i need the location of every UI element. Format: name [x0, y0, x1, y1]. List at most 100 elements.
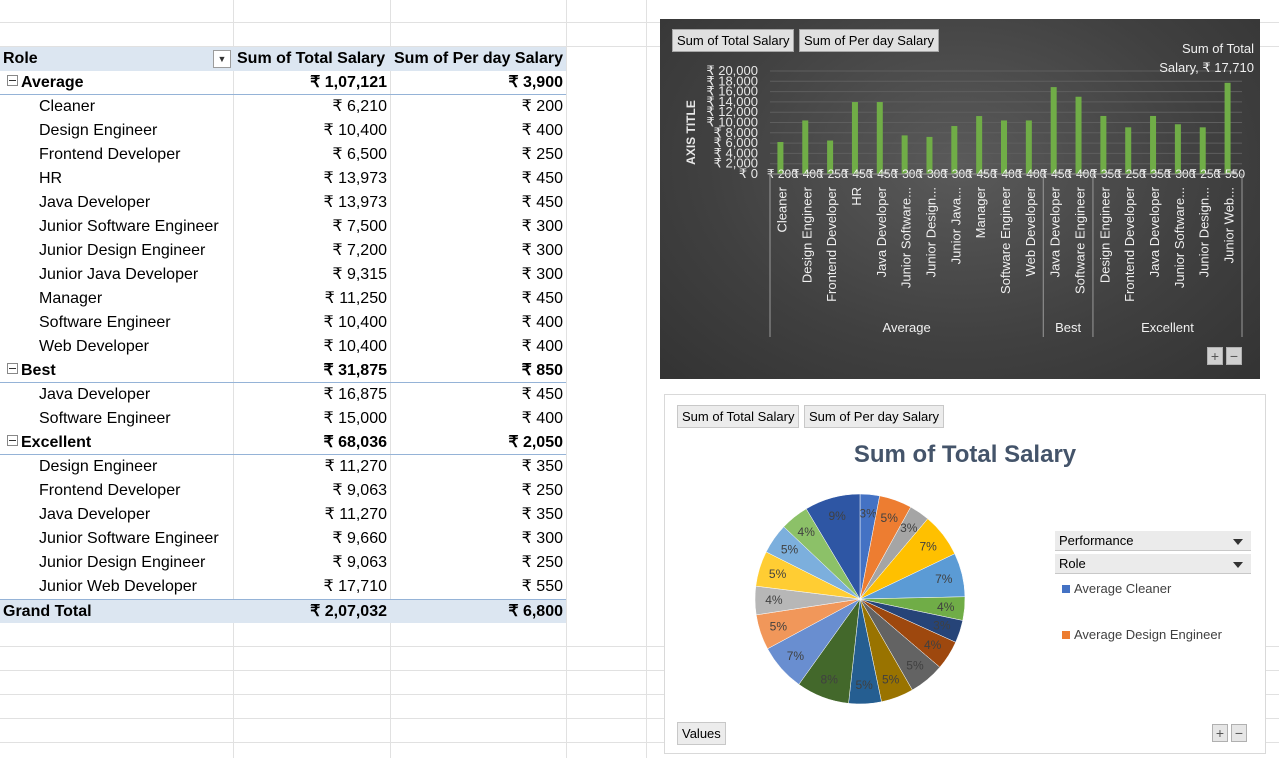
- bar-total-salary[interactable]: [1075, 96, 1082, 174]
- bar-total-salary[interactable]: [1150, 115, 1157, 174]
- item-total-salary: ₹ 17,710: [323, 578, 387, 595]
- bar-total-salary[interactable]: [926, 136, 933, 174]
- y-tick-label: ₹ 6,000: [714, 135, 758, 150]
- pie-slice[interactable]: [805, 493, 861, 600]
- pie-data-label: 5%: [770, 619, 788, 633]
- chart-title: Sum of Total Salary: [853, 441, 1077, 468]
- pie-data-label: 9%: [828, 509, 846, 523]
- bar-total-salary[interactable]: [876, 102, 883, 174]
- bar-total-salary[interactable]: [901, 135, 908, 174]
- item-role: Software Engineer: [39, 410, 171, 427]
- role-filter-dropdown-icon[interactable]: ▼: [213, 50, 231, 68]
- bar-per-day-salary[interactable]: [1205, 172, 1212, 174]
- pivot-header-row: Role ▼ Sum of Total Salary Sum of Per da…: [0, 47, 566, 71]
- bar-total-salary[interactable]: [976, 116, 983, 174]
- field-button-per-day-salary[interactable]: Sum of Per day Salary: [799, 29, 940, 52]
- bar-per-day-salary[interactable]: [783, 172, 790, 174]
- bar-per-day-salary[interactable]: [1106, 172, 1113, 174]
- collapse-field-button[interactable]: −: [1226, 347, 1242, 365]
- x-category-label: Junior Design...: [1197, 187, 1212, 277]
- bar-total-salary[interactable]: [1174, 124, 1181, 174]
- bar-per-day-salary[interactable]: [1056, 171, 1063, 174]
- pivot-item-row: Junior Design Engineer ₹ 7,200 ₹ 300: [0, 239, 566, 263]
- legend-entry: Average Cleaner: [1062, 581, 1171, 596]
- column-divider: [566, 0, 567, 758]
- field-button-total-salary[interactable]: Sum of Total Salary: [672, 29, 795, 52]
- y-tick-label: ₹ 2,000: [714, 156, 758, 171]
- pivot-item-row: Design Engineer ₹ 11,270 ₹ 350: [0, 455, 566, 479]
- values-button[interactable]: Values: [677, 722, 726, 745]
- pie-data-label: 3%: [933, 619, 951, 633]
- performance-dropdown[interactable]: Performance: [1055, 531, 1251, 551]
- y-tick-label: ₹ 16,000: [706, 84, 758, 99]
- bar-total-salary[interactable]: [1050, 87, 1057, 174]
- bar-total-salary[interactable]: [851, 102, 858, 174]
- data-tooltip: Sum of Total Salary, ₹ 17,710: [1159, 39, 1254, 77]
- expand-field-button[interactable]: +: [1207, 347, 1223, 365]
- group-per-day-salary: ₹ 3,900: [508, 74, 563, 91]
- field-button-per-day-salary[interactable]: Sum of Per day Salary: [804, 405, 945, 428]
- bar-per-day-salary[interactable]: [1081, 171, 1088, 174]
- bar-total-salary[interactable]: [777, 142, 784, 174]
- item-per-day-salary: ₹ 300: [521, 266, 563, 283]
- bar-total-salary[interactable]: [1125, 127, 1132, 174]
- pivot-bar-chart[interactable]: Sum of Total Salary Sum of Per day Salar…: [660, 19, 1260, 379]
- item-total-salary: ₹ 13,973: [323, 194, 387, 211]
- pivot-item-row: Web Developer ₹ 10,400 ₹ 400: [0, 335, 566, 359]
- group-label: Best: [7, 359, 56, 383]
- item-role: Java Developer: [39, 194, 151, 211]
- item-role: HR: [39, 170, 63, 187]
- legend-label: Average Design Engineer: [1074, 627, 1222, 642]
- item-per-day-salary: ₹ 400: [521, 410, 563, 427]
- field-button-total-salary[interactable]: Sum of Total Salary: [677, 405, 800, 428]
- row-divider: [0, 694, 1279, 695]
- role-dropdown[interactable]: Role: [1055, 554, 1251, 574]
- bar-per-day-salary[interactable]: [833, 172, 840, 174]
- item-role: Junior Design Engineer: [39, 242, 206, 259]
- item-role: Java Developer: [39, 506, 151, 523]
- pivot-item-row: Junior Design Engineer ₹ 9,063 ₹ 250: [0, 551, 566, 575]
- x-category-label: HR: [849, 187, 864, 206]
- expand-field-button[interactable]: +: [1212, 724, 1228, 742]
- bar-per-day-salary[interactable]: [1180, 172, 1187, 174]
- bar-per-day-salary[interactable]: [957, 172, 964, 174]
- collapse-icon[interactable]: [7, 435, 18, 447]
- bar-per-day-salary[interactable]: [1230, 171, 1237, 174]
- bar-total-salary[interactable]: [1001, 120, 1007, 174]
- collapse-field-button[interactable]: −: [1231, 724, 1247, 742]
- bar-per-day-salary[interactable]: [1156, 172, 1163, 174]
- column-divider: [390, 0, 391, 758]
- bar-per-day-salary[interactable]: [857, 171, 864, 174]
- bar-total-salary[interactable]: [1100, 115, 1107, 174]
- tooltip-line-1: Sum of Total: [1181, 41, 1254, 56]
- item-per-day-salary: ₹ 450: [521, 290, 563, 307]
- legend-swatch: [1062, 630, 1070, 639]
- collapse-icon[interactable]: [7, 363, 18, 375]
- x-category-label: Design Engineer: [799, 186, 814, 283]
- pie-data-label: 7%: [787, 649, 805, 663]
- bar-total-salary[interactable]: [1224, 82, 1231, 174]
- bar-per-day-salary[interactable]: [932, 172, 939, 174]
- bar-total-salary[interactable]: [951, 126, 958, 174]
- bar-per-day-salary[interactable]: [1131, 172, 1138, 174]
- bar-per-day-salary[interactable]: [1007, 171, 1013, 174]
- pivot-group-row: Excellent ₹ 68,036 ₹ 2,050: [0, 431, 566, 455]
- bar-total-salary[interactable]: [802, 120, 809, 174]
- pie-data-label: 5%: [769, 567, 787, 581]
- bar-per-day-salary[interactable]: [907, 172, 914, 174]
- group-name: Excellent: [21, 434, 92, 451]
- bar-per-day-salary[interactable]: [1031, 171, 1038, 174]
- item-role: Junior Software Engineer: [39, 530, 219, 547]
- pivot-pie-chart[interactable]: Sum of Total Salary Sum of Per day Salar…: [664, 394, 1266, 754]
- bar-total-salary[interactable]: [1199, 127, 1206, 174]
- item-role: Frontend Developer: [39, 146, 181, 163]
- bar-per-day-salary[interactable]: [982, 171, 989, 174]
- bar-total-salary[interactable]: [1025, 120, 1032, 174]
- bar-total-salary[interactable]: [827, 140, 834, 174]
- bar-per-day-salary[interactable]: [808, 171, 815, 174]
- collapse-icon[interactable]: [7, 75, 18, 87]
- bar-per-day-salary[interactable]: [882, 171, 889, 174]
- item-role: Software Engineer: [39, 314, 171, 331]
- pie-data-label: 7%: [935, 572, 953, 586]
- item-per-day-salary: ₹ 400: [521, 338, 563, 355]
